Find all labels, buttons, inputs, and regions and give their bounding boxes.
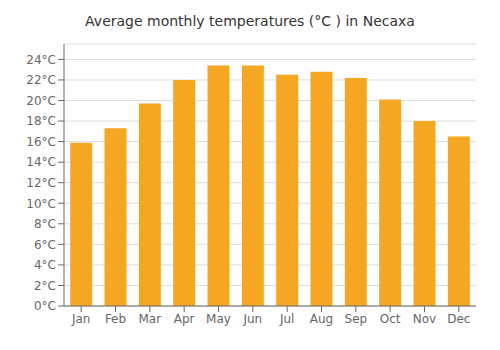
svg-text:2°C: 2°C — [34, 279, 56, 293]
svg-text:4°C: 4°C — [34, 258, 56, 272]
svg-text:Apr: Apr — [174, 312, 195, 326]
svg-text:Sep: Sep — [345, 312, 368, 326]
svg-text:Oct: Oct — [380, 312, 401, 326]
html-text:Average monthly temperatures (: Average monthly temperatures (°C ) in Ne… — [85, 13, 415, 29]
svg-text:0°C: 0°C — [34, 299, 56, 313]
svg-text:Nov: Nov — [413, 312, 436, 326]
svg-text:Aug: Aug — [310, 312, 333, 326]
svg-text:18°C: 18°C — [26, 114, 56, 128]
svg-text:6°C: 6°C — [34, 238, 56, 252]
svg-text:16°C: 16°C — [26, 135, 56, 149]
svg-text:Mar: Mar — [139, 312, 162, 326]
svg-text:22°C: 22°C — [26, 73, 56, 87]
svg-text:14°C: 14°C — [26, 155, 56, 169]
svg-text:12°C: 12°C — [26, 176, 56, 190]
svg-text:Jun: Jun — [242, 312, 262, 326]
svg-text:Feb: Feb — [105, 312, 126, 326]
svg-text:Jan: Jan — [71, 312, 91, 326]
svg-text:24°C: 24°C — [26, 53, 56, 67]
svg-text:8°C: 8°C — [34, 217, 56, 231]
svg-text:Dec: Dec — [447, 312, 470, 326]
svg-text:10°C: 10°C — [26, 197, 56, 211]
svg-text:20°C: 20°C — [26, 94, 56, 108]
svg-text:Jul: Jul — [279, 312, 294, 326]
svg-text:May: May — [206, 312, 231, 326]
